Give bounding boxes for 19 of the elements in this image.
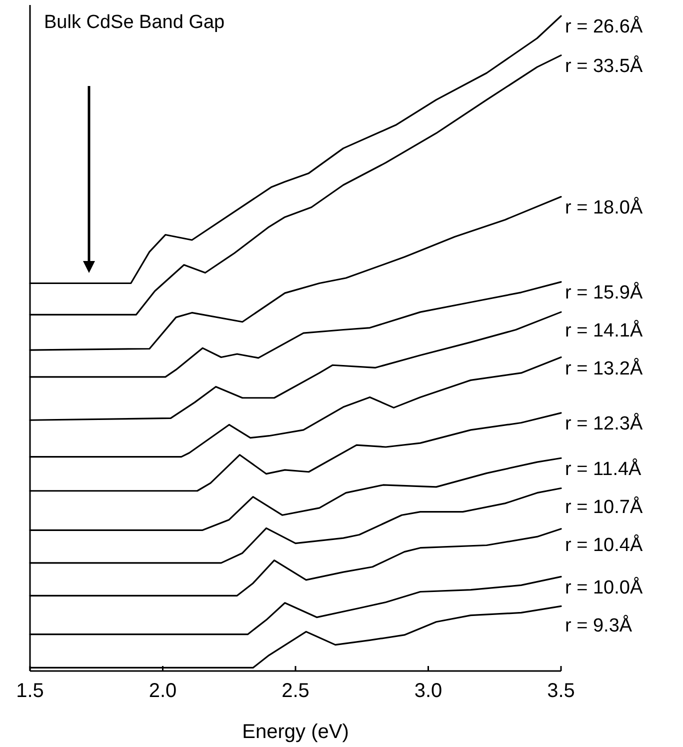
series-label: r = 10.4Å [565,534,643,556]
x-tick-label: 3.5 [547,680,575,702]
series-label: r = 11.4Å [565,458,642,480]
series-label: r = 26.6Å [565,16,643,38]
series-label: r = 13.2Å [565,358,643,380]
series-label: r = 33.5Å [565,54,643,77]
x-tick-label: 2.0 [148,680,177,702]
series-label: r = 10.7Å [565,496,643,518]
series-label: r = 12.3Å [565,412,643,435]
series-label: r = 9.3Å [565,614,632,636]
x-tick-label: 1.5 [16,680,44,702]
x-axis-title: Energy (eV) [242,721,349,743]
series-label: r = 15.9Å [565,282,643,304]
series-label: r = 18.0Å [565,196,643,218]
x-tick-label: 2.5 [282,680,310,702]
series-label: r = 10.0Å [565,576,643,598]
series-label: r = 14.1Å [565,320,643,342]
annotation: Bulk CdSe Band Gap [44,12,225,33]
x-tick-label: 3.0 [414,680,442,702]
